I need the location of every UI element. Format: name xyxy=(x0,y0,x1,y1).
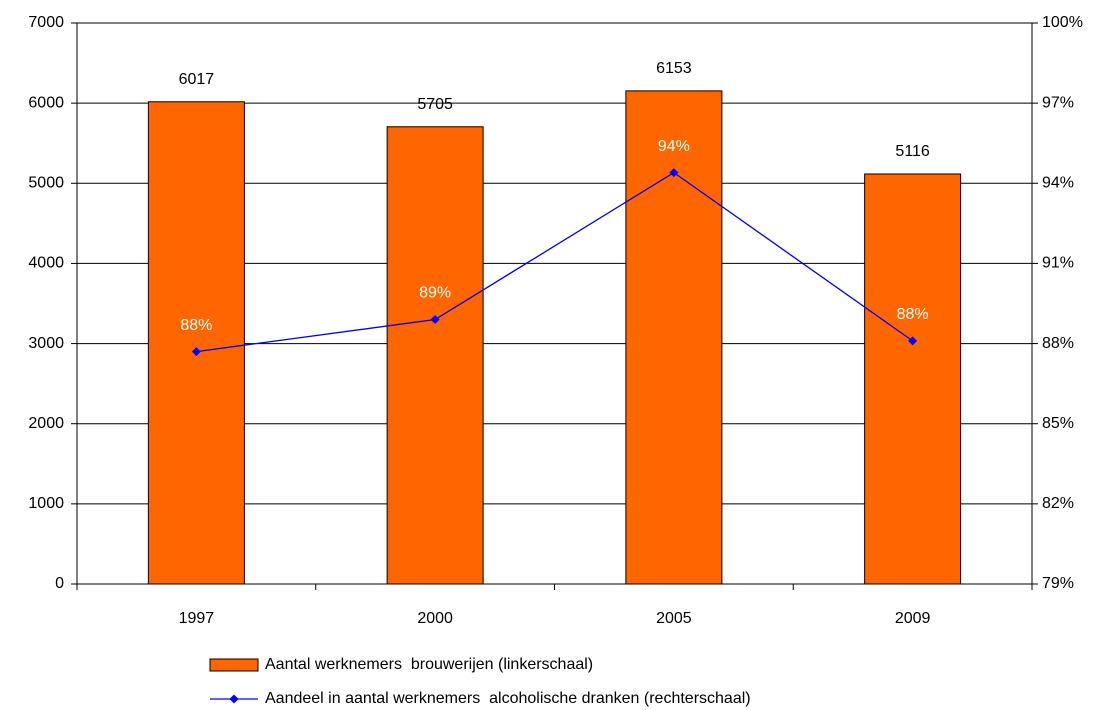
x-tick-label: 2000 xyxy=(417,610,453,627)
y2-tick-label: 85% xyxy=(1042,415,1074,432)
line-marker xyxy=(669,168,679,178)
x-tick-label: 2009 xyxy=(895,610,931,627)
y2-tick-label: 79% xyxy=(1042,575,1074,592)
y2-tick-label: 97% xyxy=(1042,94,1074,111)
y-tick-label: 5000 xyxy=(28,175,64,192)
y-tick-label: 0 xyxy=(55,575,64,592)
line-value-label: 94% xyxy=(658,138,690,155)
y-tick-label: 6000 xyxy=(28,94,64,111)
y-tick-label: 2000 xyxy=(28,415,64,432)
bar xyxy=(147,101,245,585)
line-value-label: 89% xyxy=(419,285,451,302)
bar xyxy=(625,90,723,585)
legend-label: Aandeel in aantal werknemers alcoholisch… xyxy=(265,690,751,707)
bar-value-label: 6153 xyxy=(656,60,692,77)
line-value-label: 88% xyxy=(897,306,929,323)
y-tick-label: 3000 xyxy=(28,335,64,352)
y2-tick-label: 91% xyxy=(1042,255,1074,272)
y2-tick-label: 82% xyxy=(1042,495,1074,512)
y2-tick-label: 94% xyxy=(1042,175,1074,192)
line-value-label: 88% xyxy=(180,317,212,334)
x-tick-label: 2005 xyxy=(656,610,692,627)
legend-marker xyxy=(229,694,239,704)
x-tick-label: 1997 xyxy=(179,610,215,627)
bar-value-label: 5705 xyxy=(417,96,453,113)
line-marker xyxy=(430,315,440,325)
line-marker xyxy=(191,347,201,357)
line-marker xyxy=(908,336,918,346)
bar xyxy=(386,126,484,585)
y-tick-label: 7000 xyxy=(28,14,64,31)
y2-tick-label: 88% xyxy=(1042,335,1074,352)
y-tick-label: 1000 xyxy=(28,495,64,512)
legend-swatch xyxy=(209,658,259,672)
y2-tick-label: 100% xyxy=(1042,14,1083,31)
bar-value-label: 6017 xyxy=(179,71,215,88)
bar xyxy=(864,173,962,585)
line xyxy=(196,171,913,353)
legend-label: Aantal werknemers brouwerijen (linkersch… xyxy=(265,656,593,673)
bar-value-label: 5116 xyxy=(895,143,930,160)
y-tick-label: 4000 xyxy=(28,255,64,272)
